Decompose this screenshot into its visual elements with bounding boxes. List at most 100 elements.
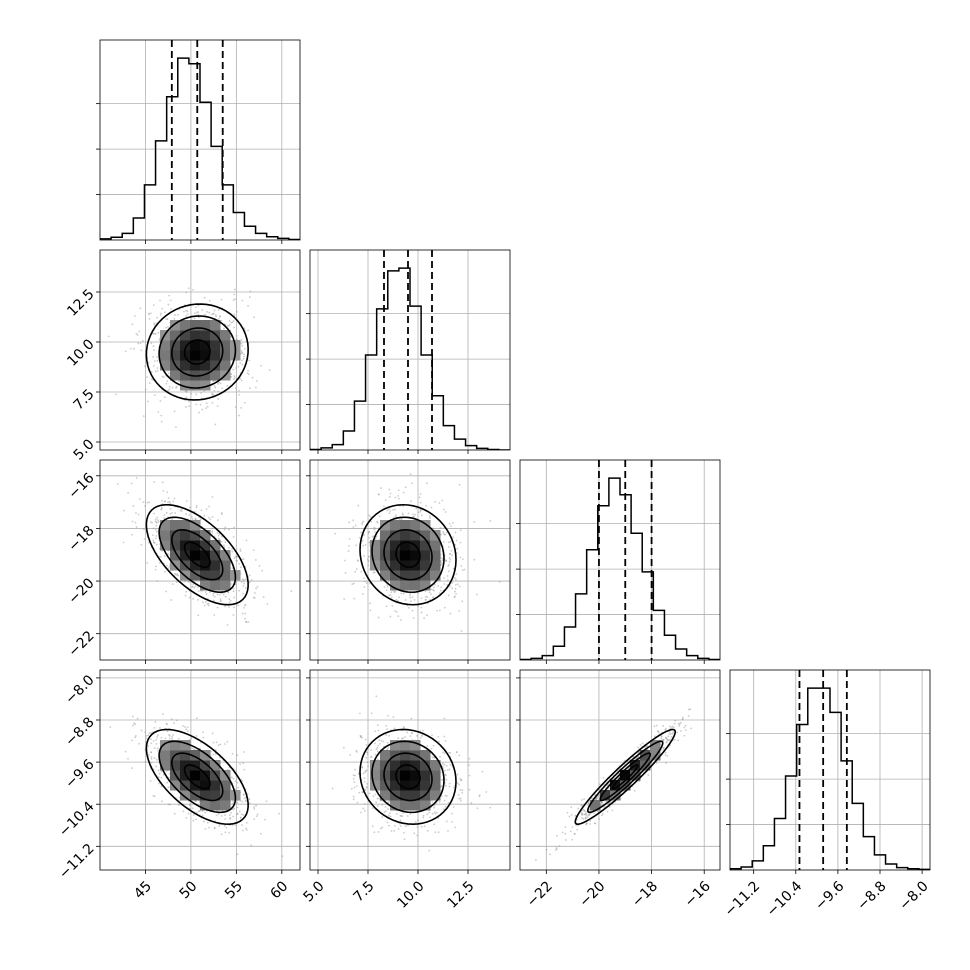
density-cell [390,740,401,751]
sample-point [371,535,374,538]
sample-point [425,504,428,507]
sample-point [398,497,400,500]
sample-point [215,741,218,744]
sample-point [161,375,164,378]
sample-point [143,538,146,540]
sample-point [386,741,389,744]
sample-point [159,299,161,302]
sample-point [157,734,159,736]
density-cell [380,570,391,581]
sample-point [183,310,185,313]
sample-point [389,615,392,618]
sample-point [239,361,242,364]
sample-point [353,597,356,600]
sample-point [150,342,153,345]
sample-point [419,511,422,513]
density-cell [210,770,221,781]
sample-point [352,798,355,801]
sample-point [402,505,404,507]
density-cell [380,530,391,541]
sample-point [159,313,162,316]
density-cell [210,320,221,331]
sample-point [402,491,405,494]
density-cell [400,540,411,551]
sample-point [191,807,194,810]
sample-point [393,591,396,594]
sample-point [209,591,211,594]
sample-point [241,344,244,347]
sample-point [389,510,392,512]
sample-point [448,782,451,785]
sample-point [350,787,353,790]
sample-point [184,594,187,597]
sample-point [142,415,145,417]
sample-point [254,386,257,389]
density-cell [220,550,231,561]
sample-point [571,826,574,829]
sample-point [380,487,382,489]
sample-point [408,594,411,597]
sample-point [231,567,234,570]
sample-point [194,306,197,309]
contour-line [183,339,211,365]
contour-line [359,503,457,606]
sample-point [380,827,382,830]
y-tick-label: 5.0 [71,436,98,463]
sample-point [249,802,251,805]
sample-point [208,826,210,829]
sample-point [265,800,268,803]
sample-point [204,591,207,593]
sample-point [414,821,417,823]
sample-point [231,548,233,550]
sample-point [167,803,170,806]
sample-point [388,512,391,514]
sample-point [410,731,413,734]
sample-point [260,832,262,835]
sample-point [175,426,177,429]
x-tick-label: 10.0 [394,878,427,911]
sample-point [151,521,153,524]
sample-point [227,591,230,594]
sample-point [231,550,234,553]
density-cell [160,340,171,351]
sample-point [144,365,146,368]
sample-point [224,818,226,820]
sample-point [241,612,244,615]
sample-point [176,573,179,575]
sample-point [166,380,169,383]
sample-point [213,595,216,598]
density-cell [420,540,431,551]
sample-point [202,736,205,739]
sample-point [368,530,371,533]
sample-point [355,785,358,787]
sample-point [369,602,371,605]
sample-point [388,800,391,802]
sample-point [370,520,373,523]
sample-point [356,801,359,804]
sample-point [160,420,163,423]
density-cell [410,520,421,531]
sample-point [358,712,361,715]
sample-point [217,813,220,815]
sample-point [199,403,202,406]
density-cell [220,800,231,811]
sample-point [394,824,396,827]
sample-point [456,583,459,586]
sample-point [163,514,166,517]
sample-point [369,756,372,758]
sample-point [204,811,207,814]
sample-point [419,509,422,512]
sample-point [451,582,454,584]
density-cell [200,800,211,811]
sample-point [161,307,164,310]
sample-point [156,736,158,738]
sample-point [367,559,370,562]
sample-point [370,712,373,715]
density-cell [390,580,401,591]
sample-point [230,583,233,585]
sample-point [135,526,138,528]
sample-point [216,606,219,609]
contour-line [383,752,433,802]
sample-point [235,367,237,369]
sample-point [232,777,235,780]
